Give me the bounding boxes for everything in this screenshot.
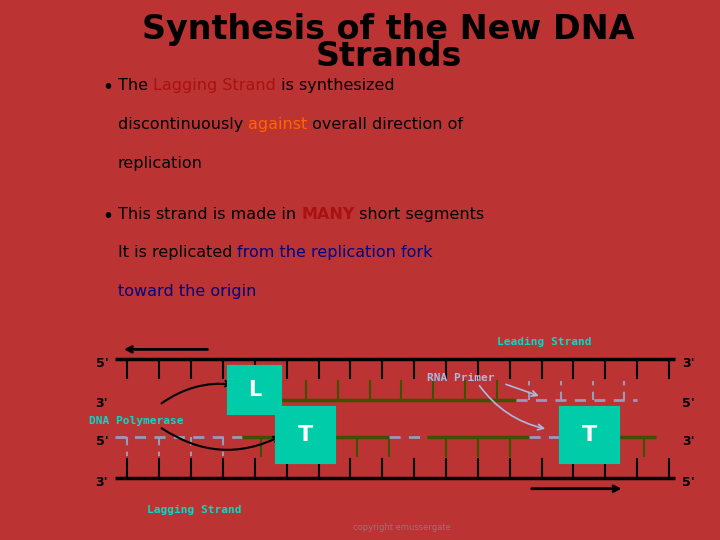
FancyBboxPatch shape <box>561 408 618 462</box>
Text: MANY: MANY <box>301 207 354 221</box>
Text: Lagging Strand: Lagging Strand <box>147 505 241 515</box>
Text: Leading Strand: Leading Strand <box>497 337 592 347</box>
Text: 3': 3' <box>682 435 694 448</box>
Text: It is replicated: It is replicated <box>118 246 238 260</box>
Text: is synthesized: is synthesized <box>276 78 395 93</box>
Text: •: • <box>102 207 113 226</box>
Text: 3': 3' <box>96 397 108 410</box>
Text: The: The <box>118 78 153 93</box>
Text: Synthesis of the New DNA: Synthesis of the New DNA <box>143 14 635 46</box>
Text: 3': 3' <box>682 357 694 370</box>
Text: Strands: Strands <box>315 40 462 73</box>
Text: replication: replication <box>118 156 203 171</box>
FancyBboxPatch shape <box>230 367 280 413</box>
Text: 5': 5' <box>682 397 695 410</box>
Text: DNA Polymerase: DNA Polymerase <box>89 416 184 426</box>
Text: T: T <box>582 424 597 445</box>
FancyBboxPatch shape <box>277 408 335 462</box>
Text: 5': 5' <box>96 435 108 448</box>
Text: from the replication fork: from the replication fork <box>238 246 433 260</box>
Text: short segments: short segments <box>354 207 485 221</box>
Text: against: against <box>248 117 307 132</box>
Text: 5': 5' <box>682 476 695 489</box>
Text: L: L <box>248 380 261 400</box>
Text: 5': 5' <box>96 357 108 370</box>
Text: •: • <box>102 78 113 97</box>
Text: RNA Primer: RNA Primer <box>427 373 495 383</box>
Text: This strand is made in: This strand is made in <box>118 207 301 221</box>
Text: 3': 3' <box>96 476 108 489</box>
Text: T: T <box>298 424 313 445</box>
Text: Lagging Strand: Lagging Strand <box>153 78 276 93</box>
Text: discontinuously: discontinuously <box>118 117 248 132</box>
Text: toward the origin: toward the origin <box>118 285 256 299</box>
Text: copyright emussergate: copyright emussergate <box>353 523 450 532</box>
Text: overall direction of: overall direction of <box>307 117 464 132</box>
